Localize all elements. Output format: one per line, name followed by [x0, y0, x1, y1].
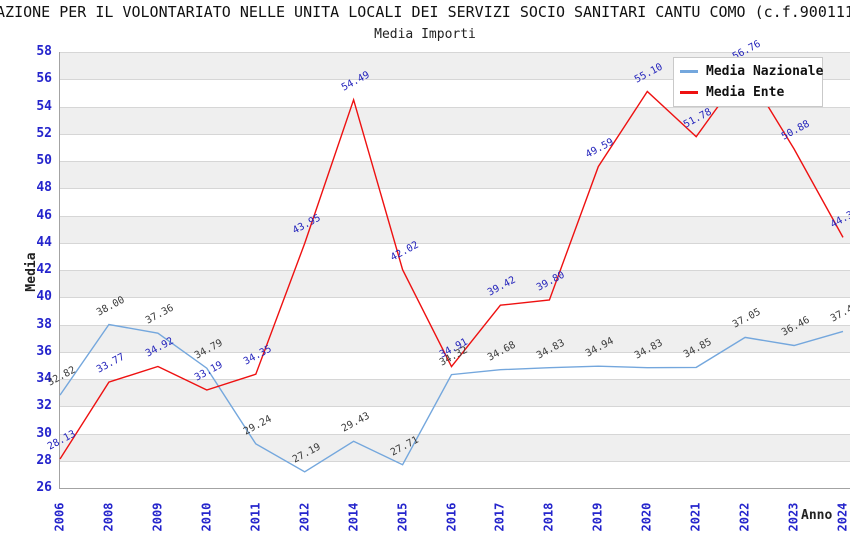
gridline	[59, 406, 850, 408]
chart-title: AZIONE PER IL VOLONTARIATO NELLE UNITA L…	[0, 3, 850, 21]
y-tick-label: 44	[36, 234, 52, 250]
data-label: 32.82	[45, 364, 78, 389]
y-tick-label: 30	[36, 425, 52, 441]
grid-band	[59, 297, 850, 325]
y-tick-label: 50	[36, 153, 52, 168]
data-label: 44.39	[828, 207, 850, 231]
data-label: 33.77	[94, 351, 127, 376]
data-label: 34.35	[241, 343, 274, 368]
data-label: 49.59	[584, 136, 616, 161]
data-label: 37.05	[731, 307, 763, 331]
data-label: 34.83	[535, 337, 568, 362]
legend: Media Nazionale Media Ente	[673, 57, 823, 107]
grid-band	[59, 161, 850, 189]
gridline	[59, 133, 850, 135]
grid-band	[59, 324, 850, 352]
y-tick-label: 26	[36, 480, 52, 495]
gridline	[59, 52, 850, 53]
data-label: 34.92	[143, 336, 176, 360]
grid-band	[59, 106, 850, 134]
y-tick-label: 54	[36, 98, 52, 114]
legend-swatch	[680, 91, 698, 94]
grid-band	[59, 242, 850, 270]
data-label: 43.95	[290, 213, 323, 237]
series-line-media-ente	[59, 67, 844, 460]
gridline	[59, 324, 850, 326]
data-label: 29.43	[339, 410, 372, 435]
legend-item: Media Nazionale	[680, 61, 823, 82]
data-label: 38.00	[94, 294, 127, 318]
y-tick-label: 38	[36, 316, 52, 332]
y-tick-label: 36	[36, 343, 52, 359]
data-label: 27.19	[290, 441, 323, 466]
grid-band	[59, 433, 850, 461]
data-label: 39.42	[486, 274, 519, 299]
gridline	[59, 460, 850, 462]
data-label: 37.36	[143, 302, 176, 327]
gridline	[59, 106, 850, 108]
data-label: 37.49	[828, 301, 850, 325]
legend-label: Media Nazionale	[706, 64, 824, 79]
data-label: 42.02	[388, 239, 421, 264]
data-label: 39.80	[535, 269, 568, 294]
data-label: 55.10	[633, 61, 665, 85]
gridline	[59, 379, 850, 380]
data-label: 36.46	[779, 315, 812, 339]
series-line-media-nazionale	[59, 323, 844, 473]
y-tick-label: 58	[36, 44, 52, 59]
gridline	[59, 215, 850, 217]
legend-item: Media Ente	[680, 82, 816, 103]
gridline	[59, 242, 850, 244]
y-tick-label: 52	[36, 125, 52, 141]
grid-band	[59, 215, 850, 243]
grid-band	[59, 460, 850, 488]
gridline	[59, 270, 850, 271]
x-axis-line	[59, 488, 850, 489]
y-tick-label: 32	[36, 398, 52, 414]
data-label: 51.78	[682, 106, 714, 131]
grid-band	[59, 188, 850, 216]
gridline	[59, 433, 850, 435]
y-tick-label: 34	[36, 371, 52, 386]
legend-label: Media Ente	[706, 85, 785, 100]
y-tick-label: 42	[36, 262, 52, 277]
grid-band	[59, 133, 850, 161]
y-tick-label: 56	[36, 71, 52, 87]
grid-band	[59, 379, 850, 407]
data-label: 28.13	[45, 428, 78, 453]
y-axis-line	[59, 52, 60, 488]
y-tick-label: 40	[36, 289, 52, 305]
gridline	[59, 79, 850, 81]
gridline	[59, 188, 850, 190]
data-label: 34.68	[486, 339, 519, 364]
data-label: 34.94	[584, 335, 616, 360]
grid-band	[59, 270, 850, 298]
data-label: 27.71	[388, 434, 421, 459]
gridline	[59, 351, 850, 353]
data-label: 50.88	[779, 118, 812, 143]
y-tick-label: 46	[36, 207, 52, 223]
data-label: 34.85	[682, 337, 714, 361]
legend-swatch	[680, 70, 698, 73]
chart-subtitle: Media Importi	[374, 27, 476, 42]
data-label: 29.24	[241, 413, 274, 438]
y-tick-label: 28	[36, 452, 52, 468]
gridline	[59, 161, 850, 162]
grid-band	[59, 406, 850, 434]
gridline	[59, 297, 850, 299]
x-axis-label: Anno	[801, 508, 833, 523]
y-tick-label: 48	[36, 180, 52, 196]
data-label: 54.49	[339, 69, 372, 94]
data-label: 34.83	[633, 337, 665, 362]
